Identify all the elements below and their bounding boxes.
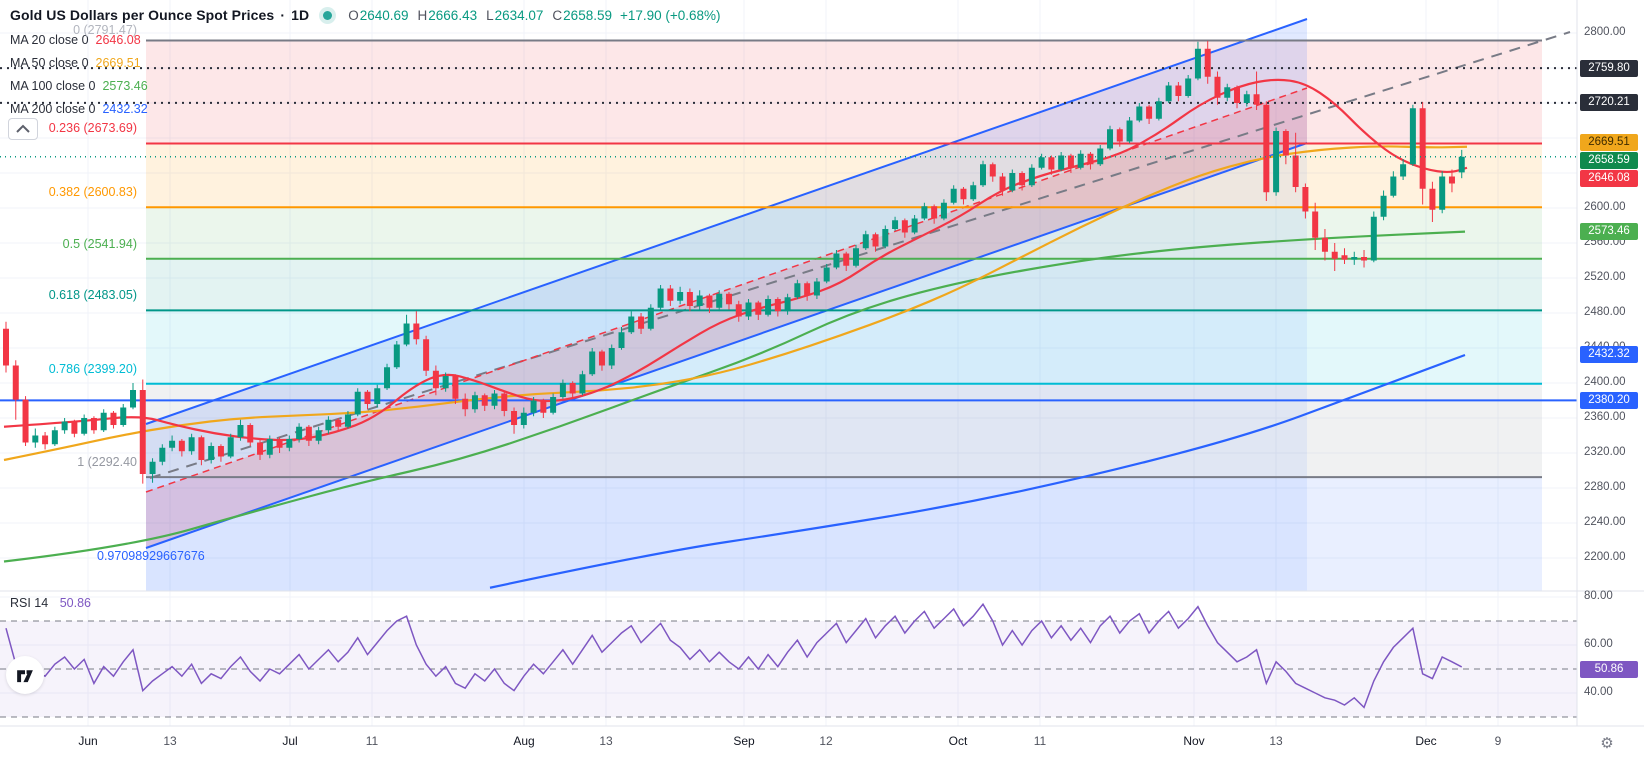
time-axis-label[interactable]: Oct <box>948 734 968 748</box>
price-axis-badge: 2658.59 <box>1580 151 1638 169</box>
ma50-line[interactable] <box>3 145 1468 462</box>
chevron-up-icon <box>16 124 30 133</box>
market-status-icon[interactable] <box>323 10 333 20</box>
price-axis-tick: 2400.00 <box>1584 376 1626 388</box>
ma50-legend[interactable]: MA 50 close 0 2669.51 <box>10 56 141 72</box>
price-axis-tick: 2800.00 <box>1584 26 1626 38</box>
fib-level-label: 0.236 (2673.69) <box>48 121 137 135</box>
timeframe-label[interactable]: 1D <box>291 7 310 23</box>
price-axis-tick: 2240.00 <box>1584 516 1626 528</box>
time-axis-label[interactable]: Jun <box>78 734 98 748</box>
symbol-title[interactable]: Gold US Dollars per Ounce Spot Prices <box>10 7 275 23</box>
ma100-value: 2573.46 <box>102 79 148 93</box>
time-axis-label[interactable]: 11 <box>365 734 379 748</box>
ohlc-item: L2634.07 <box>486 7 544 23</box>
price-axis-badge: 2380.20 <box>1580 391 1638 409</box>
fib-band <box>146 207 1542 259</box>
ma200-value: 2432.32 <box>102 102 148 116</box>
fib-band <box>146 40 1542 144</box>
fib-level-label: 0.786 (2399.20) <box>48 362 137 376</box>
ohlc-item: O2640.69 <box>348 7 409 23</box>
time-axis-label[interactable]: 12 <box>819 734 833 748</box>
rsi-axis-badge: 50.86 <box>1580 660 1638 678</box>
time-axis-label[interactable]: 13 <box>599 734 613 748</box>
ma50-label: MA 50 close 0 <box>10 56 89 70</box>
fib-level-label: 0.382 (2600.83) <box>48 185 137 199</box>
ma200-line[interactable] <box>489 353 1466 589</box>
price-axis-badge: 2759.80 <box>1580 59 1638 77</box>
symbol-header: Gold US Dollars per Ounce Spot Prices · … <box>10 7 721 23</box>
fib-level-label: 0 (2791.47) <box>73 23 137 37</box>
price-axis-badge: 2573.46 <box>1580 222 1638 240</box>
fib-band <box>146 477 1542 591</box>
timescale-settings-button[interactable]: ⚙ <box>1596 732 1618 754</box>
gear-icon: ⚙ <box>1600 735 1614 752</box>
price-axis-badge: 2646.08 <box>1580 169 1638 187</box>
price-axis-tick: 2360.00 <box>1584 411 1626 423</box>
fib-level-label: 1 (2292.40 <box>77 455 137 469</box>
tradingview-logo-icon <box>17 670 33 683</box>
rsi-line[interactable] <box>5 602 1463 709</box>
time-axis-label[interactable]: 13 <box>163 734 177 748</box>
price-axis-badge: 2720.21 <box>1580 94 1638 112</box>
fib-band <box>146 310 1542 384</box>
rsi-label: RSI 14 <box>10 596 49 610</box>
ohlc-values: O2640.69 H2666.43 L2634.07 C2658.59 <box>348 8 612 23</box>
rsi-axis-tick: 80.00 <box>1584 590 1613 602</box>
time-axis-label[interactable]: 13 <box>1269 734 1283 748</box>
ohlc-item: H2666.43 <box>417 7 478 23</box>
ohlc-item: C2658.59 <box>552 7 612 23</box>
price-axis-tick: 2480.00 <box>1584 306 1626 318</box>
time-axis-label[interactable]: 11 <box>1033 734 1047 748</box>
fib-band <box>146 143 1542 208</box>
ma20-label: MA 20 close 0 <box>10 33 89 47</box>
interval-separator: · <box>280 7 286 23</box>
tradingview-logo[interactable] <box>6 656 44 694</box>
time-axis-label[interactable]: Jul <box>282 734 298 748</box>
rsi-value: 50.86 <box>59 596 91 610</box>
fib-band <box>146 258 1542 311</box>
time-axis-label[interactable]: 9 <box>1494 734 1502 748</box>
time-axis-label[interactable]: Aug <box>513 734 535 748</box>
price-axis-tick: 2280.00 <box>1584 481 1626 493</box>
price-axis-tick: 2320.00 <box>1584 446 1626 458</box>
collapse-indicators-button[interactable] <box>8 118 38 140</box>
fib-level-label: 0.618 (2483.05) <box>48 288 137 302</box>
ma20-legend[interactable]: MA 20 close 0 2646.08 <box>10 33 141 49</box>
fib-level-label: 0.5 (2541.94) <box>62 237 137 251</box>
ma50-value: 2669.51 <box>95 56 141 70</box>
rsi-legend[interactable]: RSI 14 50.86 <box>10 596 91 610</box>
ma20-value: 2646.08 <box>95 33 141 47</box>
rsi-axis-tick: 60.00 <box>1584 638 1613 650</box>
ma200-legend[interactable]: MA 200 close 0 2432.32 <box>10 102 148 118</box>
candles[interactable] <box>3 40 1465 484</box>
price-axis-badge: 2432.32 <box>1580 346 1638 364</box>
ma100-legend[interactable]: MA 100 close 0 2573.46 <box>10 79 148 95</box>
channel-midline[interactable] <box>149 31 1571 479</box>
price-axis-badge: 2669.51 <box>1580 133 1638 151</box>
price-change: +17.90 (+0.68%) <box>619 7 721 23</box>
ma200-label: MA 200 close 0 <box>10 102 96 116</box>
time-axis-label[interactable]: Dec <box>1415 734 1437 748</box>
fib-level-label: 0.97098929667676 <box>97 549 205 563</box>
channel-top-line[interactable] <box>145 18 1308 425</box>
price-axis-tick: 2600.00 <box>1584 201 1626 213</box>
rsi-axis-tick: 40.00 <box>1584 686 1613 698</box>
price-axis-tick: 2200.00 <box>1584 551 1626 563</box>
ma100-line[interactable] <box>3 230 1466 563</box>
time-axis-label[interactable]: Sep <box>733 734 755 748</box>
time-axis-label[interactable]: Nov <box>1183 734 1205 748</box>
price-axis-tick: 2520.00 <box>1584 271 1626 283</box>
ma100-label: MA 100 close 0 <box>10 79 96 93</box>
